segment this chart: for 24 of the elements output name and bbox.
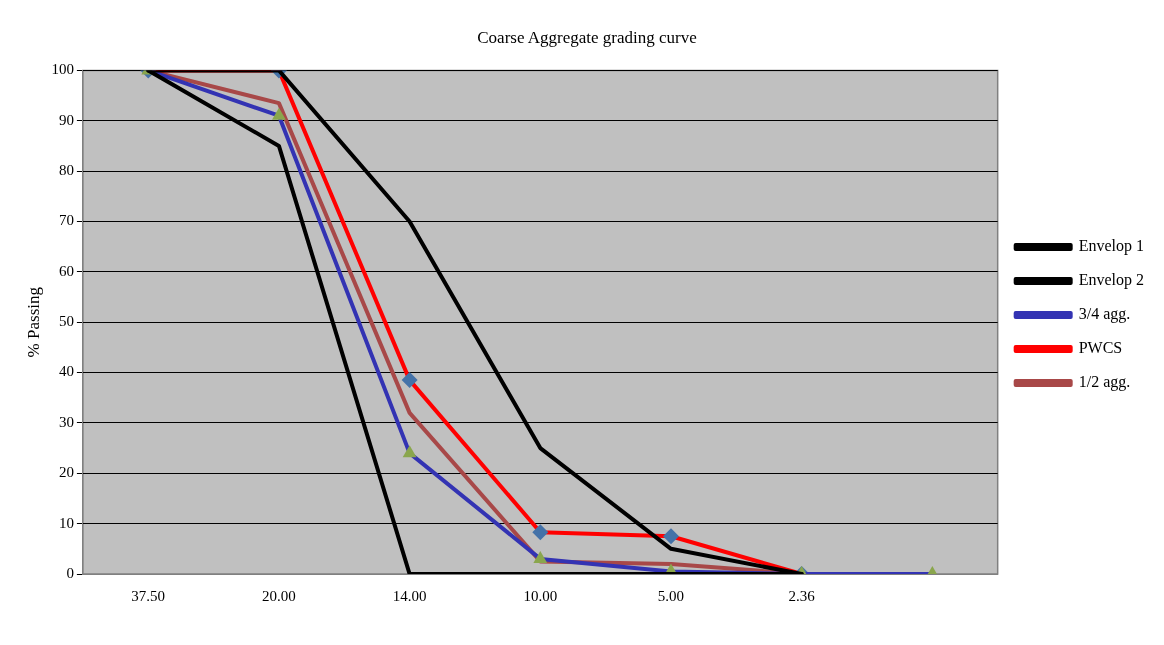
y-tick-label: 40 [58, 363, 74, 380]
legend-label: Envelop 1 [1078, 237, 1145, 256]
y-tick-label: 10 [58, 514, 74, 531]
y-tick-label: 0 [66, 564, 74, 581]
y-axis-title: % Passing [23, 286, 43, 358]
legend-label: 3/4 agg. [1078, 305, 1131, 324]
legend-label: PWCS [1078, 339, 1123, 357]
x-tick-label: 5.00 [657, 587, 685, 604]
y-tick-label: 50 [58, 313, 74, 330]
x-tick-label: 20.00 [262, 587, 296, 604]
y-tick-label: 90 [58, 111, 74, 128]
y-tick-label: 60 [58, 262, 74, 279]
y-tick-label: 100 [51, 61, 74, 78]
y-tick-label: 30 [58, 413, 74, 430]
legend-label: Envelop 2 [1078, 271, 1145, 290]
y-tick-label: 20 [58, 464, 74, 481]
chart-title: Coarse Aggregate grading curve [477, 27, 697, 47]
x-tick-label: 10.00 [523, 587, 558, 604]
y-tick-label: 70 [58, 212, 74, 229]
x-tick-label: 14.00 [392, 587, 427, 604]
x-tick-label: 37.50 [131, 587, 166, 604]
x-tick-label: 2.36 [788, 587, 816, 604]
legend-label: 1/2 agg. [1078, 373, 1131, 392]
y-tick-label: 80 [58, 162, 74, 179]
